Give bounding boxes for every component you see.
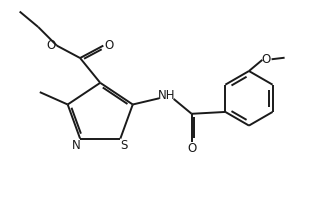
Text: N: N [72, 139, 81, 152]
Text: O: O [261, 53, 271, 66]
Text: NH: NH [158, 89, 176, 102]
Text: O: O [46, 38, 56, 51]
Text: O: O [104, 38, 113, 51]
Text: S: S [120, 139, 128, 152]
Text: O: O [187, 142, 196, 155]
